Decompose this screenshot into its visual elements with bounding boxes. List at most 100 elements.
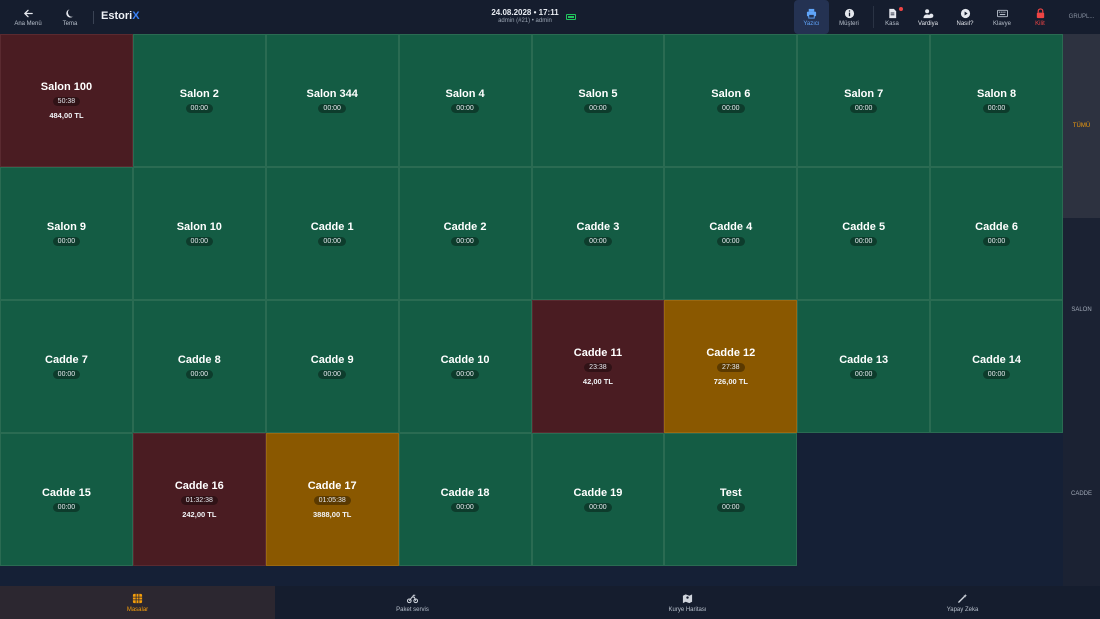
nav-ai-label: Yapay Zeka — [946, 606, 979, 613]
back-label: Ana Menü — [14, 20, 42, 27]
help-button[interactable]: Nasıl? — [952, 0, 978, 34]
table-card[interactable]: Cadde 14 00:00 — [930, 300, 1063, 433]
table-amount: 726,00 TL — [713, 377, 748, 386]
table-name: Cadde 11 — [573, 347, 623, 359]
printer-button[interactable]: Yazıcı — [794, 0, 829, 34]
moon-icon — [64, 8, 76, 19]
battery-icon — [566, 14, 576, 20]
cash-button[interactable]: Kasa — [880, 0, 904, 34]
nav-ai[interactable]: Yapay Zeka — [825, 586, 1100, 619]
table-timer: 00:00 — [584, 503, 612, 512]
table-timer: 00:00 — [451, 503, 479, 512]
separator — [873, 6, 874, 28]
table-amount: 42,00 TL — [582, 377, 613, 386]
notification-dot — [899, 7, 903, 11]
table-amount: 484,00 TL — [49, 111, 84, 120]
group-salon-label: SALON — [1071, 307, 1092, 313]
table-card[interactable]: Salon 100 50:38 484,00 TL — [0, 34, 133, 167]
table-card[interactable]: Cadde 13 00:00 — [797, 300, 931, 433]
table-timer: 00:00 — [717, 503, 745, 512]
table-name: Salon 4 — [445, 88, 485, 100]
nav-delivery[interactable]: Paket servis — [275, 586, 550, 619]
table-timer: 00:00 — [982, 104, 1011, 113]
table-name: Cadde 9 — [310, 354, 354, 366]
theme-label: Tema — [62, 20, 78, 27]
table-timer: 00:00 — [584, 237, 612, 246]
table-card[interactable]: Salon 8 00:00 — [930, 34, 1063, 167]
table-card[interactable]: Cadde 6 00:00 — [930, 167, 1063, 300]
table-card[interactable]: Cadde 17 01:05:38 3888,00 TL — [265, 433, 399, 566]
table-card[interactable]: Cadde 7 00:00 — [0, 300, 133, 433]
table-name: Cadde 15 — [41, 487, 91, 499]
table-card[interactable]: Salon 6 00:00 — [664, 34, 798, 167]
table-card[interactable]: Cadde 10 00:00 — [398, 300, 532, 433]
table-card[interactable]: Salon 5 00:00 — [531, 34, 665, 167]
table-card[interactable]: Salon 4 00:00 — [398, 34, 532, 167]
table-card[interactable]: Cadde 9 00:00 — [265, 300, 399, 433]
back-button[interactable]: Ana Menü — [10, 0, 46, 34]
keyboard-label: Klavye — [992, 20, 1011, 27]
customer-button[interactable]: Müşteri — [833, 0, 865, 34]
table-name: Cadde 7 — [45, 354, 88, 366]
theme-button[interactable]: Tema — [58, 0, 82, 34]
table-name: Cadde 19 — [573, 487, 623, 499]
table-card[interactable]: Cadde 4 00:00 — [664, 167, 798, 300]
table-card[interactable]: Cadde 12 27:38 726,00 TL — [664, 300, 798, 433]
table-timer: 01:32:38 — [180, 496, 218, 505]
table-card[interactable]: Cadde 8 00:00 — [132, 300, 266, 433]
datetime: 24.08.2028 • 17:11 — [491, 8, 559, 17]
arrow-left-icon — [22, 8, 34, 19]
table-card[interactable]: Cadde 19 00:00 — [531, 433, 665, 566]
table-card[interactable]: Salon 10 00:00 — [132, 167, 266, 300]
nav-courier-map[interactable]: Kurye Haritası — [550, 586, 825, 619]
group-all[interactable]: TÜMÜ — [1063, 34, 1100, 218]
table-card[interactable]: Cadde 11 23:38 42,00 TL — [531, 300, 665, 433]
table-card[interactable]: Salon 9 00:00 — [0, 167, 133, 300]
grid-footer-space — [0, 566, 1063, 586]
table-card[interactable]: Cadde 15 00:00 — [0, 433, 133, 566]
table-name: Cadde 5 — [842, 221, 886, 233]
table-name: Cadde 17 — [307, 480, 357, 492]
table-timer: 00:00 — [185, 104, 214, 113]
table-name: Cadde 12 — [706, 347, 756, 359]
table-name: Cadde 4 — [709, 221, 753, 233]
info-icon — [843, 8, 855, 19]
table-timer: 00:00 — [318, 370, 346, 379]
nav-tables[interactable]: Masalar — [0, 586, 275, 619]
table-name: Salon 6 — [711, 88, 751, 100]
table-timer: 00:00 — [52, 370, 81, 379]
lock-button[interactable]: Kilit — [1028, 0, 1052, 34]
document-icon — [886, 8, 898, 19]
table-card[interactable]: Cadde 3 00:00 — [531, 167, 665, 300]
group-salon[interactable]: SALON — [1063, 218, 1100, 402]
table-timer: 00:00 — [451, 237, 479, 246]
table-timer: 00:00 — [982, 370, 1011, 379]
table-card[interactable]: Salon 344 00:00 — [265, 34, 399, 167]
table-name: Test — [719, 487, 742, 499]
table-card[interactable]: Cadde 1 00:00 — [265, 167, 399, 300]
table-name: Salon 7 — [844, 88, 884, 100]
group-cadde[interactable]: CADDE — [1063, 402, 1100, 586]
table-card[interactable]: Cadde 2 00:00 — [398, 167, 532, 300]
session-info: 24.08.2028 • 17:11 admin (#21) • admin — [470, 8, 580, 24]
keyboard-button[interactable]: Klavye — [988, 0, 1016, 34]
magic-wand-icon — [958, 593, 968, 603]
shift-button[interactable]: Vardiya — [913, 0, 943, 34]
table-timer: 00:00 — [849, 237, 878, 246]
tables-grid: Salon 100 50:38 484,00 TL Salon 2 00:00 Salon… — [0, 34, 1063, 566]
table-card[interactable]: Test 00:00 — [664, 433, 798, 566]
table-timer: 00:00 — [451, 104, 479, 113]
table-timer: 00:00 — [318, 104, 346, 113]
map-icon — [682, 593, 693, 603]
empty-slot — [797, 433, 931, 566]
table-timer: 00:00 — [584, 104, 612, 113]
table-name: Cadde 13 — [839, 354, 889, 366]
printer-label: Yazıcı — [803, 20, 820, 27]
lock-label: Kilit — [1035, 20, 1045, 27]
table-card[interactable]: Cadde 16 01:32:38 242,00 TL — [132, 433, 266, 566]
table-card[interactable]: Salon 2 00:00 — [132, 34, 266, 167]
table-name: Cadde 3 — [576, 221, 620, 233]
table-card[interactable]: Salon 7 00:00 — [797, 34, 931, 167]
table-card[interactable]: Cadde 18 00:00 — [398, 433, 532, 566]
table-card[interactable]: Cadde 5 00:00 — [797, 167, 931, 300]
